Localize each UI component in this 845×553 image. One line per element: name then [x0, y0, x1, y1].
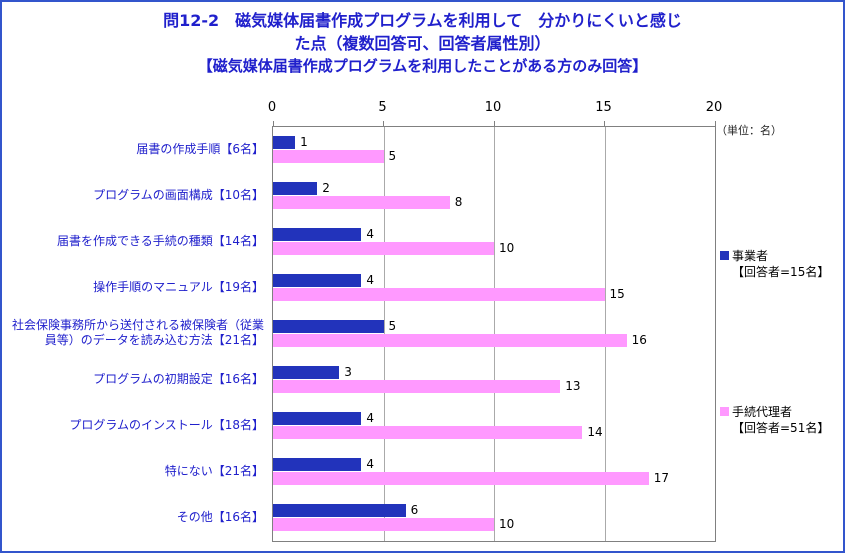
bar-value-label: 14 [587, 425, 603, 439]
title-line-3: 【磁気媒体届書作成プログラムを利用したことがある方のみ回答】 [197, 57, 648, 75]
x-tick-mark [493, 121, 495, 126]
legend-label-business: 事業者 【回答者=15名】 [732, 248, 829, 280]
bar-value-label: 4 [366, 273, 375, 287]
bar-value-label: 5 [388, 319, 397, 333]
category-label: 届書を作成できる手続の種類【14名】 [56, 233, 264, 248]
x-tick-label: 5 [378, 100, 387, 115]
x-tick-label: 0 [267, 100, 277, 115]
bar-business [273, 320, 384, 333]
bar-value-label: 3 [344, 365, 352, 379]
bar-agent [273, 334, 627, 347]
category-axis: 届書の作成手順【6名】プログラムの画面構成【10名】届書を作成できる手続の種類【… [8, 126, 264, 540]
bar-business [273, 504, 406, 517]
bar-value-label: 16 [631, 333, 647, 347]
legend-entry-agent: 手続代理者 【回答者=51名】 [720, 404, 829, 436]
category-label: プログラムのインストール【18名】 [69, 417, 264, 432]
bar-business [273, 366, 340, 379]
bar-value-label: 4 [366, 227, 375, 241]
bar-agent [273, 380, 561, 393]
legend-label-agent: 手続代理者 【回答者=51名】 [732, 404, 829, 436]
bar-value-label: 5 [388, 149, 397, 163]
bar-business [273, 136, 296, 149]
bar-business [273, 182, 318, 195]
bar-business [273, 274, 362, 287]
x-tick-label: 15 [595, 100, 612, 115]
bar-agent [273, 518, 494, 531]
chart-title: 問12-2 磁気媒体届書作成プログラムを利用して 分かりにくいと感じ た点（複数… [2, 9, 843, 77]
category-label: 特にない【21名】 [164, 463, 264, 478]
bar-business [273, 412, 362, 425]
x-tick-mark [604, 121, 605, 126]
bar-value-label: 4 [366, 411, 375, 425]
category-label: プログラムの画面構成【10名】 [93, 187, 264, 202]
bar-value-label: 17 [653, 471, 669, 485]
bar-value-label: 1 [300, 135, 308, 149]
legend-agent-line2: 【回答者=51名】 [732, 421, 830, 435]
bar-value-label: 2 [322, 181, 330, 195]
legend-swatch-business [720, 251, 729, 260]
legend-swatch-agent [720, 407, 729, 416]
bar-agent [273, 150, 384, 163]
bar-value-label: 6 [410, 503, 419, 517]
legend-agent-line1: 手続代理者 [732, 405, 793, 419]
bar-agent [273, 472, 649, 485]
x-axis: 0 5 10 15 20 [268, 100, 722, 116]
bar-value-label: 10 [499, 241, 515, 255]
legend-entry-business: 事業者 【回答者=15名】 [720, 248, 829, 280]
legend: 事業者 【回答者=15名】 手続代理者 【回答者=51名】 [720, 126, 842, 540]
legend-business-line1: 事業者 [732, 249, 769, 263]
category-label: 社会保険事務所から送付される被保険者（従業員等）のデータを読み込む方法【21名】 [11, 318, 264, 347]
bar-value-label: 13 [565, 379, 581, 393]
plot-area: 1 5 2 8 4 10 4 15 5 16 3 13 4 14 4 17 6 10 [272, 121, 716, 542]
x-tick-mark [714, 121, 716, 126]
category-label: 操作手順のマニュアル【19名】 [93, 279, 264, 294]
unit-label: （単位：名） [716, 124, 782, 137]
title-line-1: 問12-2 磁気媒体届書作成プログラムを利用して 分かりにくいと感じ [163, 11, 682, 30]
bar-business [273, 228, 362, 241]
x-tick-label: 10 [484, 100, 502, 115]
title-line-2: た点（複数回答可、回答者属性別） [294, 34, 551, 53]
category-label: 届書の作成手順【6名】 [136, 141, 264, 156]
bar-agent [273, 426, 583, 439]
x-tick-mark [383, 121, 384, 126]
x-tick-mark [272, 121, 274, 126]
bar-value-label: 4 [366, 457, 375, 471]
bar-agent [273, 288, 605, 301]
bar-value-label: 8 [454, 195, 463, 209]
x-tick-label: 20 [705, 100, 723, 115]
bar-business [273, 458, 362, 471]
bar-agent [273, 196, 450, 209]
bar-agent [273, 242, 494, 255]
legend-business-line2: 【回答者=15名】 [732, 265, 830, 279]
bar-value-label: 15 [609, 287, 625, 301]
category-label: その他【16名】 [176, 509, 264, 524]
bar-value-label: 10 [499, 517, 515, 531]
category-label: プログラムの初期設定【16名】 [93, 371, 264, 386]
